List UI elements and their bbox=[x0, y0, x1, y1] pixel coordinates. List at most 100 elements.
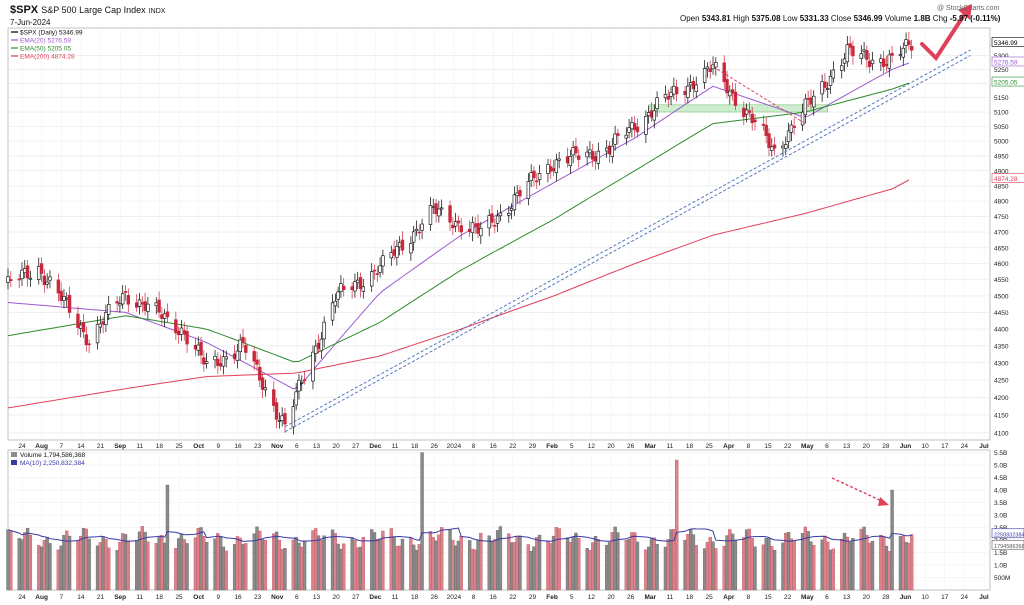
candle-body bbox=[784, 144, 788, 149]
volume-bar bbox=[546, 540, 550, 591]
candle-body bbox=[862, 49, 866, 52]
candle-body bbox=[663, 93, 668, 99]
volume-tick-label: 3.5B bbox=[994, 500, 1007, 507]
volume-bar bbox=[37, 545, 41, 591]
volume-bar bbox=[526, 544, 531, 591]
candle-body bbox=[683, 90, 687, 95]
price-legend-entry: EMA(20) 5276.59 bbox=[20, 38, 71, 45]
candle-body bbox=[809, 97, 813, 105]
x-tick-label: 25 bbox=[706, 443, 714, 450]
candle-body bbox=[792, 125, 796, 129]
price-tick-label: 4600 bbox=[994, 261, 1009, 268]
volume-bar bbox=[649, 538, 654, 591]
x-tick-label: Nov bbox=[271, 443, 284, 450]
candle-body bbox=[420, 223, 424, 231]
candle-body bbox=[495, 215, 500, 224]
price-value-label: 5346.99 bbox=[994, 40, 1018, 47]
volume-bar bbox=[204, 542, 209, 591]
candle-body bbox=[549, 166, 553, 172]
volume-bar bbox=[767, 538, 771, 591]
candle-body bbox=[786, 130, 791, 143]
candle-body bbox=[146, 303, 150, 312]
candle-body bbox=[831, 69, 836, 79]
x-tick-label: Dec bbox=[369, 443, 381, 450]
volume-bar bbox=[507, 533, 511, 591]
volume-bar bbox=[764, 537, 768, 591]
x-tick-label: 12 bbox=[588, 443, 596, 450]
candle-body bbox=[571, 147, 575, 156]
volume-bar bbox=[218, 536, 223, 591]
candle-body bbox=[140, 302, 144, 305]
candle-body bbox=[456, 220, 461, 224]
x-tick-label: 24 bbox=[961, 594, 969, 601]
x-tick-label: Aug bbox=[35, 443, 48, 450]
candle-body bbox=[37, 266, 41, 280]
candle-body bbox=[812, 95, 816, 108]
trendline bbox=[284, 49, 971, 428]
price-tick-label: 4350 bbox=[994, 343, 1009, 350]
volume-bar bbox=[652, 537, 656, 591]
x-tick-label: 16 bbox=[234, 443, 242, 450]
candle-body bbox=[397, 242, 402, 248]
candle-body bbox=[708, 68, 712, 73]
price-value-label-box bbox=[991, 56, 1024, 67]
x-tick-label: 24 bbox=[18, 443, 26, 450]
x-tick-label: 29 bbox=[529, 594, 537, 601]
ema-line-ema20 bbox=[7, 62, 910, 390]
volume-bar bbox=[428, 531, 433, 591]
candle-body bbox=[213, 355, 217, 361]
volume-bar bbox=[339, 548, 343, 591]
volume-bar bbox=[123, 534, 128, 591]
candle-body bbox=[694, 84, 698, 92]
candle-body bbox=[25, 265, 30, 279]
volume-bar bbox=[823, 535, 827, 591]
volume-bar bbox=[213, 538, 217, 591]
candle-body bbox=[437, 208, 441, 217]
chart-date: 7-Jun-2024 bbox=[10, 18, 51, 27]
volume-bar bbox=[453, 545, 458, 591]
quote-volume: 1.8B bbox=[913, 14, 931, 23]
volume-bar bbox=[216, 533, 220, 591]
volume-bar bbox=[596, 539, 600, 591]
candle-body bbox=[162, 313, 167, 319]
ticker-name: S&P 500 Large Cap Index bbox=[41, 5, 146, 15]
candle-body bbox=[467, 228, 472, 232]
candle-body bbox=[593, 156, 598, 162]
x-tick-label: 13 bbox=[313, 443, 321, 450]
volume-bar bbox=[375, 539, 379, 591]
candle-body bbox=[378, 265, 382, 273]
candle-body bbox=[76, 313, 80, 328]
candle-body bbox=[134, 302, 139, 308]
candle-body bbox=[742, 107, 746, 118]
volume-bar bbox=[353, 540, 357, 591]
volume-bar bbox=[263, 539, 268, 591]
volume-bar bbox=[59, 545, 63, 591]
volume-bar bbox=[224, 550, 228, 591]
volume-bar bbox=[350, 537, 354, 591]
candle-body bbox=[283, 413, 287, 425]
candle-body bbox=[185, 331, 189, 345]
volume-bar bbox=[456, 540, 461, 591]
volume-bar bbox=[48, 543, 52, 591]
quote-close: 5346.99 bbox=[853, 14, 883, 23]
ticker-exchange: INDX bbox=[148, 8, 166, 15]
candle-body bbox=[515, 192, 519, 197]
candle-body bbox=[803, 98, 808, 116]
volume-bar bbox=[708, 537, 712, 591]
candle-body bbox=[375, 273, 379, 275]
volume-bar bbox=[585, 548, 589, 591]
volume-bar bbox=[868, 542, 872, 591]
price-value-label-box bbox=[991, 173, 1024, 183]
candle-body bbox=[356, 279, 360, 284]
volume-tick-label: 5.5B bbox=[994, 450, 1007, 457]
x-tick-label: 11 bbox=[392, 443, 399, 450]
candle-body bbox=[613, 133, 617, 145]
candle-body bbox=[448, 205, 452, 223]
volume-bar bbox=[733, 539, 738, 591]
volume-bar bbox=[420, 452, 424, 591]
volume-bar bbox=[725, 535, 729, 591]
candle-body bbox=[473, 223, 477, 227]
volume-bar bbox=[185, 543, 189, 591]
volume-bar bbox=[291, 539, 296, 591]
volume-value-label-box bbox=[991, 528, 1024, 539]
